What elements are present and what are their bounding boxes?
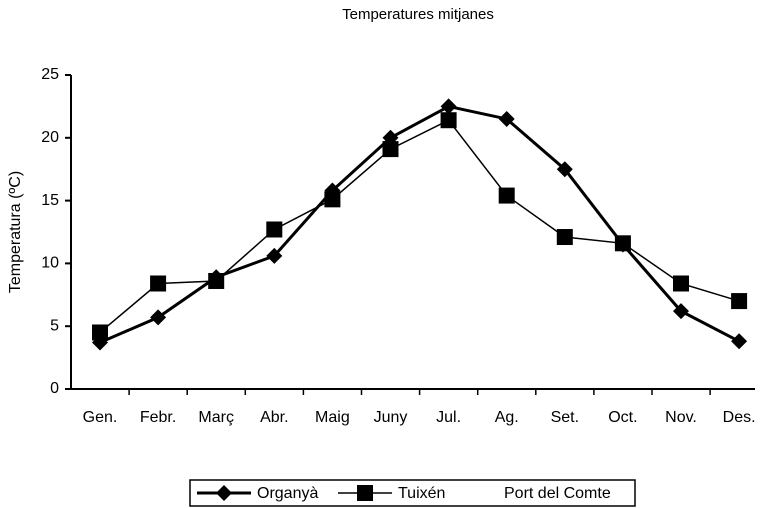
legend: Organyà Tuixén Port del Comte (189, 479, 636, 507)
x-tick-label: Des. (723, 409, 756, 426)
x-tick-label: Oct. (608, 409, 637, 426)
series-line (99, 104, 740, 344)
x-tick-label: Març (198, 409, 234, 426)
data-point (498, 187, 515, 204)
x-tick-label: Gen. (83, 409, 118, 426)
y-axis-label: Temperatura (ºC) (7, 171, 24, 293)
data-point (498, 110, 515, 127)
data-point (150, 275, 167, 292)
data-point (266, 247, 283, 264)
legend-label: Organyà (257, 485, 318, 502)
y-tick-label: 25 (41, 66, 59, 83)
series-line (99, 119, 740, 334)
y-tick-label: 10 (41, 255, 59, 272)
x-tick-label: Febr. (140, 409, 176, 426)
x-tick-label: Juny (374, 409, 408, 426)
y-tick-label: 5 (50, 317, 59, 334)
data-point (731, 333, 748, 350)
data-point (673, 303, 689, 320)
data-point (266, 221, 283, 238)
data-point (440, 112, 457, 129)
x-tick-label: Nov. (665, 409, 697, 426)
data-point (731, 293, 748, 310)
chart-title: Temperatures mitjanes (342, 6, 494, 23)
legend-label: Port del Comte (504, 485, 611, 502)
legend-box (189, 479, 636, 507)
data-point (440, 98, 457, 115)
legend-marker (216, 485, 232, 501)
data-point (92, 324, 108, 341)
data-point (208, 272, 225, 289)
data-point (556, 161, 573, 178)
legend-label: Tuixén (398, 485, 445, 502)
x-tick-label: Ag. (495, 409, 519, 426)
x-tick-label: Maig (315, 409, 350, 426)
x-tick-label: Abr. (260, 409, 288, 426)
y-tick-label: 0 (50, 380, 59, 397)
data-point (324, 191, 341, 208)
data-point (614, 235, 631, 252)
y-tick-label: 15 (41, 192, 59, 209)
y-tick-label: 20 (41, 129, 59, 146)
data-point (382, 141, 399, 158)
legend-marker (357, 485, 373, 501)
x-tick-label: Jul. (436, 409, 461, 426)
x-tick-label: Set. (551, 409, 579, 426)
data-point (556, 229, 573, 246)
data-point (673, 275, 689, 292)
data-point (150, 309, 167, 326)
